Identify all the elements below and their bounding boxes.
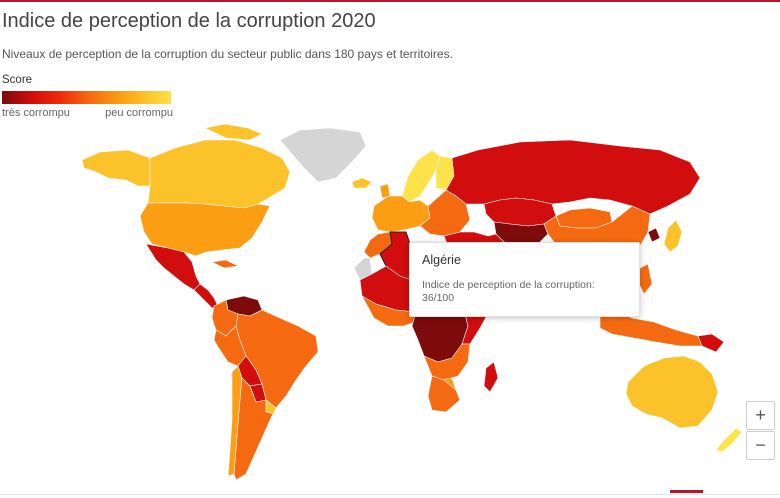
zoom-out-button[interactable]: − (746, 431, 775, 460)
Japan[interactable] (663, 219, 683, 253)
Papua New Guinea[interactable] (697, 333, 725, 353)
plus-icon: + (755, 405, 766, 425)
Cuba[interactable] (211, 259, 239, 269)
Western Sahara[interactable] (353, 257, 373, 281)
legend-labels: très corrompu peu corrompu (2, 107, 173, 121)
Russia[interactable] (445, 139, 701, 215)
tooltip-metric-label: Indice de perception de la corruption: (422, 279, 595, 291)
Alaska[interactable] (81, 149, 151, 187)
Argentina[interactable] (233, 377, 277, 481)
Iceland[interactable] (351, 177, 373, 189)
North Korea[interactable] (647, 227, 661, 243)
legend-title: Score (2, 74, 33, 86)
world-map[interactable] (0, 124, 780, 496)
legend-gradient-bar (2, 91, 171, 104)
top-accent-rule (0, 0, 780, 2)
tooltip-country-name: Algérie (422, 253, 461, 267)
minus-icon: − (755, 435, 766, 455)
Canada[interactable] (204, 124, 263, 141)
legend-low-label: très corrompu (2, 107, 70, 119)
legend-high-label: peu corrompu (105, 107, 173, 119)
color-legend: Score très corrompu peu corrompu (2, 74, 173, 121)
page-title: Indice de perception de la corruption 20… (2, 10, 376, 32)
Scandinavia[interactable] (401, 149, 441, 203)
page-subtitle: Niveaux de perception de la corruption d… (2, 47, 453, 61)
Central America[interactable] (193, 283, 219, 309)
bottom-divider (0, 494, 780, 495)
country-tooltip: Algérie Indice de perception de la corru… (409, 242, 640, 317)
world-map-svg[interactable] (0, 124, 780, 496)
Madagascar[interactable] (483, 361, 499, 393)
bottom-accent-mark (670, 490, 703, 493)
Australia[interactable] (625, 355, 719, 429)
tooltip-metric-value: 36/100 (422, 292, 455, 304)
zoom-in-button[interactable]: + (746, 401, 775, 430)
Uruguay[interactable] (265, 399, 277, 415)
South Africa[interactable] (427, 375, 461, 413)
New Zealand[interactable] (715, 427, 743, 453)
Greenland[interactable] (279, 127, 367, 183)
United States[interactable] (139, 202, 271, 257)
Canada[interactable] (147, 139, 291, 209)
Western Europe[interactable] (379, 183, 391, 199)
Southeast Asia[interactable] (637, 263, 653, 295)
Indonesia[interactable] (599, 311, 703, 347)
